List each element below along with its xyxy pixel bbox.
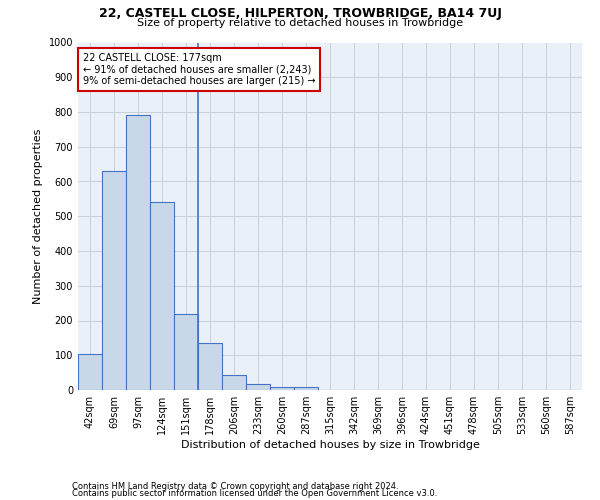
Bar [198,343,222,390]
Bar [150,202,174,390]
Y-axis label: Number of detached properties: Number of detached properties [33,128,43,304]
Text: Contains HM Land Registry data © Crown copyright and database right 2024.: Contains HM Land Registry data © Crown c… [72,482,398,491]
Bar [102,171,126,390]
Bar [222,375,246,390]
Text: 22 CASTELL CLOSE: 177sqm
← 91% of detached houses are smaller (2,243)
9% of semi: 22 CASTELL CLOSE: 177sqm ← 91% of detach… [83,53,316,86]
Bar [126,116,150,390]
Text: Size of property relative to detached houses in Trowbridge: Size of property relative to detached ho… [137,18,463,28]
Bar [174,314,198,390]
X-axis label: Distribution of detached houses by size in Trowbridge: Distribution of detached houses by size … [181,440,479,450]
Bar [78,354,102,390]
Bar [294,386,318,390]
Bar [270,386,294,390]
Text: 22, CASTELL CLOSE, HILPERTON, TROWBRIDGE, BA14 7UJ: 22, CASTELL CLOSE, HILPERTON, TROWBRIDGE… [98,8,502,20]
Bar [246,384,270,390]
Text: Contains public sector information licensed under the Open Government Licence v3: Contains public sector information licen… [72,490,437,498]
